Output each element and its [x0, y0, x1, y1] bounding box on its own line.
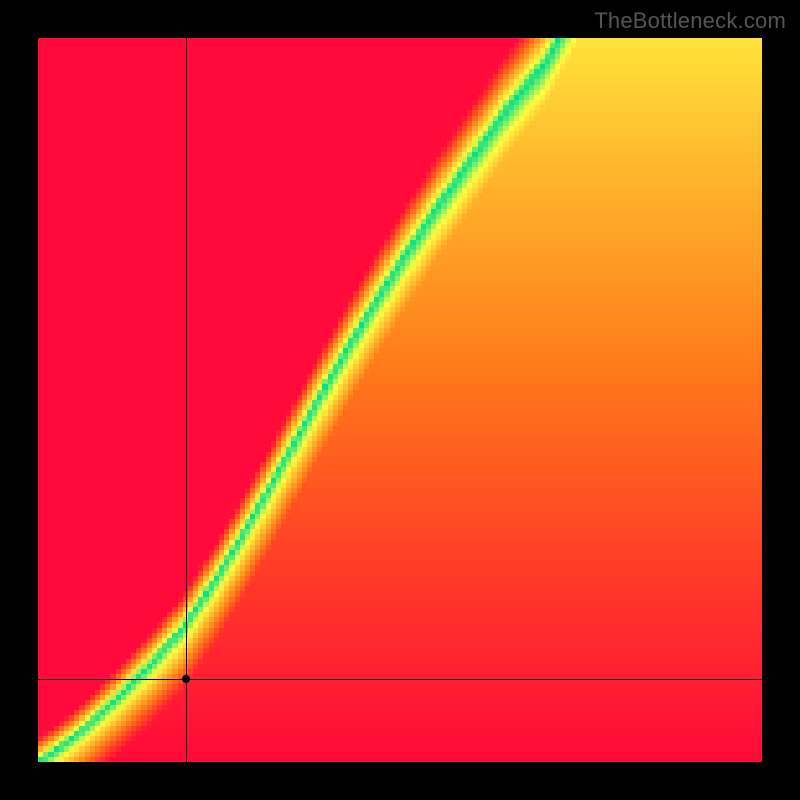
- watermark-text: TheBottleneck.com: [594, 8, 786, 34]
- heatmap-plot: [38, 38, 762, 762]
- crosshair-horizontal: [38, 679, 762, 680]
- crosshair-vertical: [186, 38, 187, 762]
- crosshair-marker: [182, 675, 190, 683]
- heatmap-canvas: [38, 38, 762, 762]
